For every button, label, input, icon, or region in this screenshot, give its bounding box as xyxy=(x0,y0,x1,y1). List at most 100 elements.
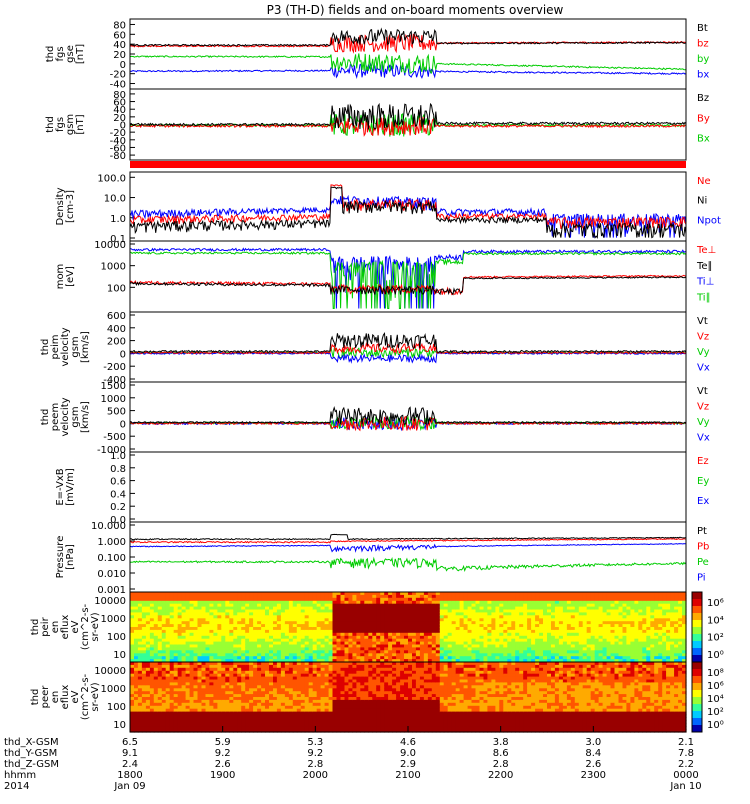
spectrogram-cell xyxy=(158,650,163,654)
spectrogram-cell xyxy=(348,650,353,654)
spectrogram-cell xyxy=(452,650,457,654)
spectrogram-cell xyxy=(476,615,481,619)
spectrogram-cell xyxy=(654,615,659,619)
spectrogram-cell xyxy=(170,650,175,654)
spectrogram-cell xyxy=(229,633,234,637)
spectrogram-cell xyxy=(535,598,540,602)
spectrogram-cell xyxy=(170,685,175,689)
spectrogram-cell xyxy=(583,615,588,619)
y-tick-label: 100 xyxy=(107,283,126,294)
spectrogram-cell xyxy=(480,615,485,619)
spectrogram-cell xyxy=(515,598,520,602)
spectrogram-cell xyxy=(309,615,314,619)
spectrogram-cell xyxy=(583,598,588,602)
spectrogram-cell xyxy=(166,598,171,602)
spectrogram-cell xyxy=(611,615,616,619)
spectrogram-cell xyxy=(229,720,234,724)
legend-Ez: Ez xyxy=(697,456,709,467)
spectrogram-cell xyxy=(229,615,234,619)
spectrogram-cell xyxy=(392,650,397,654)
spectrogram-cell xyxy=(563,598,568,602)
spectrogram-cell xyxy=(563,650,568,654)
spectrogram-cell xyxy=(281,633,286,637)
spectrogram-cell xyxy=(352,633,357,637)
spectrogram-cell xyxy=(277,633,282,637)
legend-Ne: Ne xyxy=(697,176,711,187)
spectrogram-cell xyxy=(360,650,365,654)
spectrogram-cell xyxy=(472,615,477,619)
spectrogram-cell xyxy=(237,650,242,654)
spectrogram-cell xyxy=(281,720,286,724)
y-tick-label: 1500 xyxy=(101,381,126,392)
spectrogram-cell xyxy=(619,650,624,654)
spectrogram-cell xyxy=(432,633,437,637)
spectrogram-cell xyxy=(305,615,310,619)
spectrogram-cell xyxy=(547,615,552,619)
y-axis-label-line: [nT] xyxy=(75,44,86,64)
legend-Vy: Vy xyxy=(697,347,710,358)
spectrogram-cell xyxy=(257,650,262,654)
series-Ti-par xyxy=(130,252,686,308)
spectrogram-cell xyxy=(666,598,671,602)
spectrogram-cell xyxy=(380,615,385,619)
spectrogram-cell xyxy=(491,615,496,619)
spectrogram-cell xyxy=(630,598,635,602)
spectrogram-cell xyxy=(642,650,647,654)
spectrogram-cell xyxy=(293,720,298,724)
spectrogram-cell xyxy=(130,720,135,724)
spectrogram-cell xyxy=(646,615,651,619)
spectrogram-cell xyxy=(269,633,274,637)
panel-frame xyxy=(130,452,686,522)
legend-Pe: Pe xyxy=(697,557,709,568)
spectrogram-cell xyxy=(285,668,290,672)
spectrogram-cell xyxy=(615,650,620,654)
legend-Pt: Pt xyxy=(697,526,707,537)
spectrogram-cell xyxy=(364,615,369,619)
spectrogram-cell xyxy=(619,598,624,602)
spectrogram-cell xyxy=(487,598,492,602)
spectrogram-cell xyxy=(555,615,560,619)
spectrogram-cell xyxy=(269,703,274,707)
spectrogram-cell xyxy=(277,598,282,602)
spectrogram-cell xyxy=(376,650,381,654)
spectrogram-cell xyxy=(325,598,330,602)
spectrogram-cell xyxy=(599,598,604,602)
spectrogram-cell xyxy=(464,615,469,619)
spectrogram-cell xyxy=(186,703,191,707)
spectrogram-cell xyxy=(396,615,401,619)
spectrogram-cell xyxy=(154,685,159,689)
y-tick-label: 10.000 xyxy=(91,521,126,532)
spectrogram-cell xyxy=(202,685,207,689)
spectrogram-cell xyxy=(269,668,274,672)
spectrogram-cell xyxy=(341,615,346,619)
spectrogram-cell xyxy=(221,615,226,619)
y-tick-label: 200 xyxy=(107,337,126,348)
spectrogram-cell xyxy=(555,633,560,637)
y-tick-label: 100 xyxy=(107,632,126,643)
spectrogram-cell xyxy=(642,633,647,637)
spectrogram-cell xyxy=(368,650,373,654)
legend-Vx: Vx xyxy=(697,433,710,444)
series-group xyxy=(130,534,686,570)
spectrogram-cell xyxy=(480,598,485,602)
spectrogram-cell xyxy=(448,650,453,654)
spectrogram-cell xyxy=(630,615,635,619)
spectrogram-cell xyxy=(611,633,616,637)
spectrogram-cell xyxy=(237,633,242,637)
spectrogram-cell xyxy=(297,633,302,637)
spectrogram-cell xyxy=(337,668,342,672)
spectrogram-cell xyxy=(142,720,147,724)
y-axis-label-line: [km/s] xyxy=(80,401,91,433)
spectrogram-cell xyxy=(241,633,246,637)
spectrogram-cell xyxy=(392,598,397,602)
spectrogram-cell xyxy=(166,668,171,672)
spectrogram-cell xyxy=(575,598,580,602)
spectrogram-cell xyxy=(146,720,151,724)
y-axis-label: thdpeimvelocitygsm[km/s] xyxy=(40,327,91,366)
spectrogram-cell xyxy=(603,633,608,637)
spectrogram-cell xyxy=(531,650,536,654)
panel-electron-velocity: -1000-500050010001500thdpeemvelocitygsm[… xyxy=(40,381,710,456)
spectrogram-cell xyxy=(277,720,282,724)
spectrogram-cell xyxy=(642,598,647,602)
